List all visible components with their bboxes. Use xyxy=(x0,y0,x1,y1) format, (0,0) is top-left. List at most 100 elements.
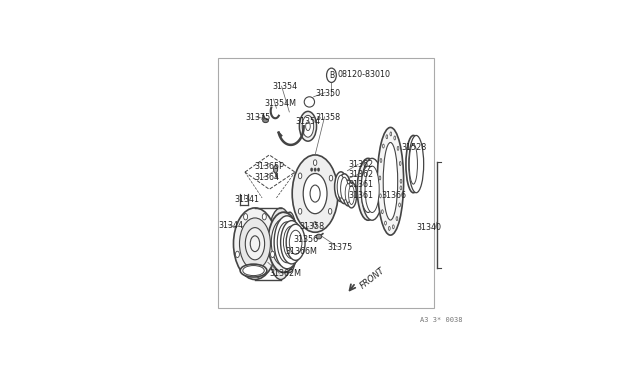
Ellipse shape xyxy=(316,234,322,239)
Ellipse shape xyxy=(306,122,310,131)
Ellipse shape xyxy=(239,218,271,269)
Text: 31362M: 31362M xyxy=(270,269,302,278)
Text: 31362: 31362 xyxy=(349,170,374,179)
Text: 31528: 31528 xyxy=(401,143,426,152)
Ellipse shape xyxy=(304,97,314,107)
Text: 31361: 31361 xyxy=(349,191,374,200)
Ellipse shape xyxy=(303,173,327,214)
Ellipse shape xyxy=(271,219,296,266)
Text: 31366: 31366 xyxy=(381,190,406,199)
Ellipse shape xyxy=(280,221,303,264)
Text: FRONT: FRONT xyxy=(358,266,387,291)
Text: A3 3* 0038: A3 3* 0038 xyxy=(420,317,463,323)
Ellipse shape xyxy=(256,271,260,278)
Ellipse shape xyxy=(262,214,266,220)
Text: 31358: 31358 xyxy=(300,222,324,231)
Text: 31341: 31341 xyxy=(235,195,260,204)
Ellipse shape xyxy=(335,172,347,202)
Ellipse shape xyxy=(314,222,317,227)
Text: 08120-83010: 08120-83010 xyxy=(337,70,390,79)
Ellipse shape xyxy=(349,186,355,205)
Ellipse shape xyxy=(340,177,348,200)
Ellipse shape xyxy=(314,160,317,166)
Text: 31344: 31344 xyxy=(219,221,244,230)
Ellipse shape xyxy=(357,158,379,220)
Ellipse shape xyxy=(245,228,264,260)
Ellipse shape xyxy=(380,158,382,163)
Text: 31364: 31364 xyxy=(254,173,280,182)
Ellipse shape xyxy=(277,222,297,263)
Ellipse shape xyxy=(243,266,264,276)
Ellipse shape xyxy=(392,225,394,229)
Ellipse shape xyxy=(236,251,239,257)
Ellipse shape xyxy=(273,166,278,173)
Ellipse shape xyxy=(345,183,351,202)
Ellipse shape xyxy=(390,132,392,136)
Ellipse shape xyxy=(250,236,260,251)
Ellipse shape xyxy=(343,180,353,206)
Text: 31361: 31361 xyxy=(349,180,374,189)
Ellipse shape xyxy=(289,230,302,254)
Ellipse shape xyxy=(394,136,396,140)
Ellipse shape xyxy=(328,208,332,214)
Ellipse shape xyxy=(346,182,356,208)
Ellipse shape xyxy=(381,210,383,214)
Ellipse shape xyxy=(271,251,275,257)
Ellipse shape xyxy=(268,212,300,272)
Ellipse shape xyxy=(326,68,336,83)
Ellipse shape xyxy=(284,226,300,259)
Ellipse shape xyxy=(244,214,248,220)
Ellipse shape xyxy=(400,186,402,190)
Ellipse shape xyxy=(409,144,417,184)
Text: 31340: 31340 xyxy=(416,224,441,232)
Ellipse shape xyxy=(406,135,421,193)
Ellipse shape xyxy=(300,111,317,141)
Ellipse shape xyxy=(379,176,381,180)
Ellipse shape xyxy=(386,135,388,139)
Text: 31362: 31362 xyxy=(349,160,374,169)
Ellipse shape xyxy=(274,216,300,269)
Ellipse shape xyxy=(268,208,294,279)
Text: 31356: 31356 xyxy=(294,235,319,244)
Ellipse shape xyxy=(292,155,338,232)
Ellipse shape xyxy=(240,264,267,277)
Text: 31354: 31354 xyxy=(272,82,297,91)
Text: 31375: 31375 xyxy=(246,113,271,122)
Ellipse shape xyxy=(283,212,297,272)
Ellipse shape xyxy=(338,174,351,203)
Ellipse shape xyxy=(397,146,399,150)
Ellipse shape xyxy=(302,115,314,137)
Text: 31375: 31375 xyxy=(328,243,353,251)
Ellipse shape xyxy=(286,224,305,260)
Ellipse shape xyxy=(298,208,302,214)
Ellipse shape xyxy=(361,166,375,212)
Ellipse shape xyxy=(329,175,333,181)
Ellipse shape xyxy=(298,173,302,179)
Text: 31365P: 31365P xyxy=(254,162,284,171)
Ellipse shape xyxy=(383,142,397,220)
Ellipse shape xyxy=(314,168,316,171)
Ellipse shape xyxy=(234,208,276,279)
Text: 31354M: 31354M xyxy=(264,99,296,108)
Text: 31354: 31354 xyxy=(295,118,320,126)
Ellipse shape xyxy=(262,119,268,122)
Ellipse shape xyxy=(399,203,401,207)
Ellipse shape xyxy=(380,194,381,198)
Ellipse shape xyxy=(310,168,313,171)
Ellipse shape xyxy=(409,135,424,193)
Ellipse shape xyxy=(317,168,320,171)
Ellipse shape xyxy=(399,161,401,166)
Ellipse shape xyxy=(310,185,320,202)
Ellipse shape xyxy=(400,179,402,183)
Ellipse shape xyxy=(388,227,390,230)
Text: 31350: 31350 xyxy=(315,89,340,98)
Ellipse shape xyxy=(396,217,398,221)
Text: B: B xyxy=(329,71,334,80)
Ellipse shape xyxy=(361,158,383,220)
Ellipse shape xyxy=(377,128,404,235)
Text: 31366M: 31366M xyxy=(286,247,318,256)
Text: 31358: 31358 xyxy=(315,113,340,122)
Bar xyxy=(218,58,434,308)
Ellipse shape xyxy=(365,166,379,212)
Ellipse shape xyxy=(383,144,384,148)
